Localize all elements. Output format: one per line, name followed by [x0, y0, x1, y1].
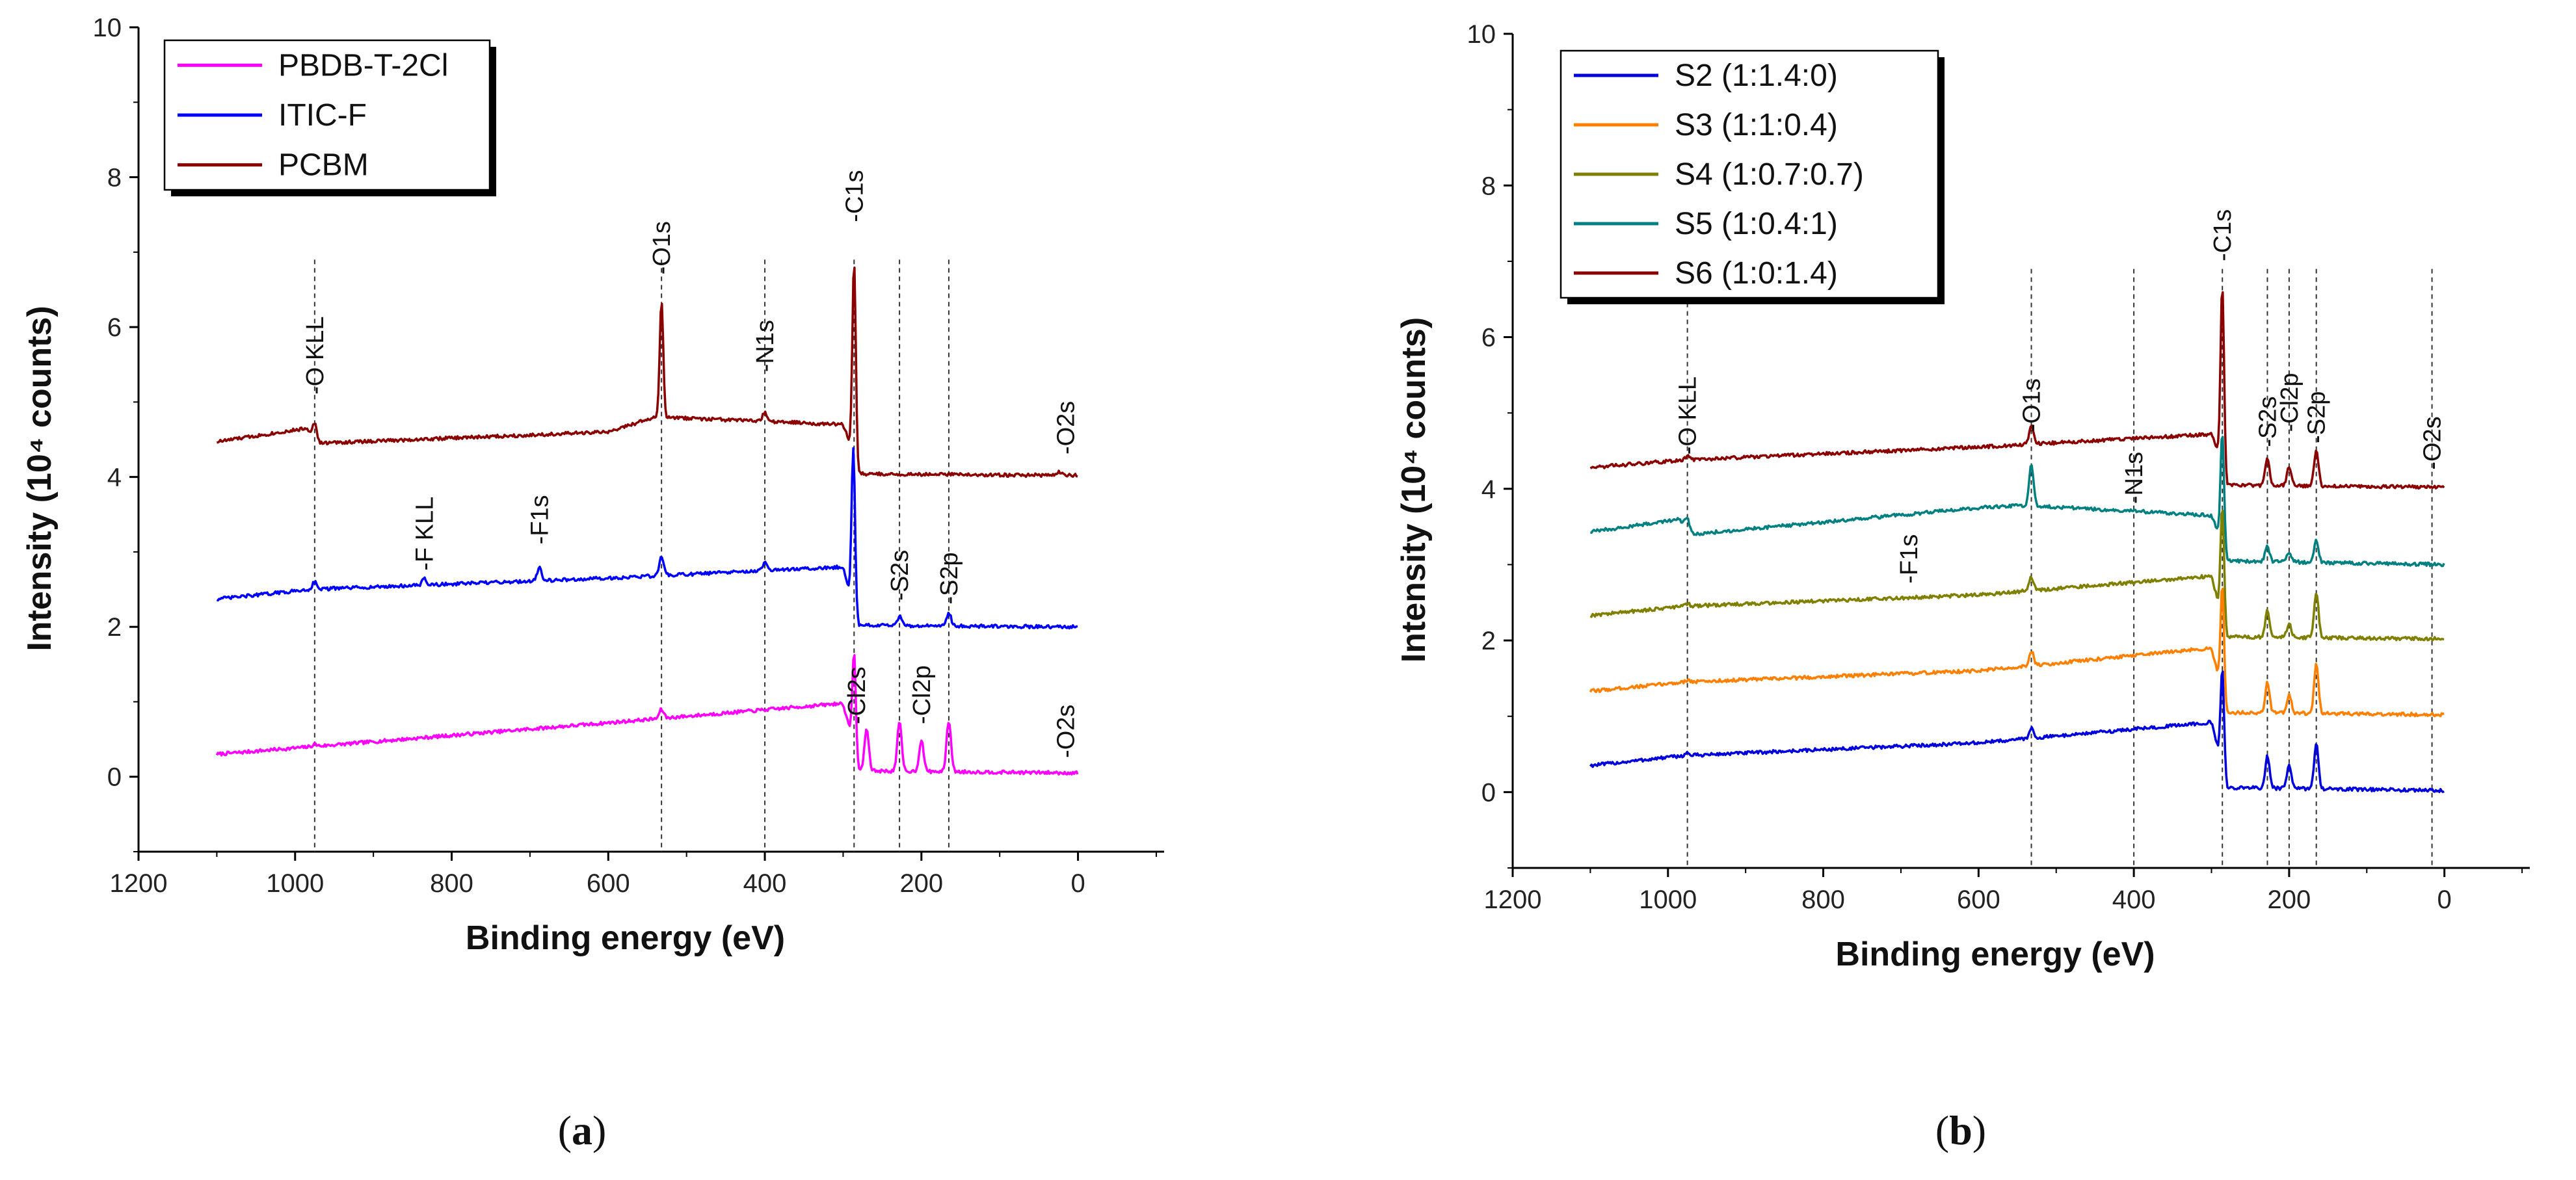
peak-annotation-label: -C1s: [2209, 209, 2237, 261]
chart-panel-b: 0 2 4 6 8 10 1200 1000 800 600 400 200 0 Binding ener…: [1395, 20, 2530, 1153]
x-tick-label: 800: [430, 869, 473, 898]
x-tick-label: 0: [2437, 885, 2452, 914]
legend-label: ITIC-F: [278, 98, 367, 133]
y-tick-label: 0: [107, 763, 122, 792]
series-line-s4-1-0-7-0-7: [1589, 509, 2445, 642]
series-line-pbdb-t-2cl: [215, 654, 1079, 776]
peak-annotation-label: -N1s: [752, 320, 779, 372]
series-line-s5-1-0-4-1: [1590, 436, 2445, 568]
y-tick-label: 10: [93, 14, 122, 42]
x-tick-label: 0: [1070, 869, 1085, 898]
series-line-s2-1-1-4-0: [1589, 670, 2445, 793]
x-tick-label: 1200: [110, 869, 168, 898]
series-line-pcbm: [217, 267, 1078, 479]
peak-annotation-label: -O2s: [1052, 705, 1080, 758]
peak-annotation-label: -Cl2p: [909, 665, 936, 724]
x-tick-label: 1000: [266, 869, 324, 898]
x-tick-label: 800: [1801, 885, 1845, 914]
chart-panel-a: 0 2 4 6 8 10 1200 1000 800 600 400 200 0 Binding ener…: [21, 14, 1164, 1153]
peak-annotation-label: -O1s: [2019, 378, 2046, 432]
peak-annotation-label: -Cl2p: [2276, 373, 2304, 432]
legend-label: S5 (1:0.4:1): [1675, 207, 1838, 241]
peak-annotation-label: -F1s: [526, 495, 553, 544]
y-tick-label: 2: [1481, 627, 1496, 655]
x-tick-label: 1000: [1639, 885, 1697, 914]
peak-annotation-label: -S2p: [2304, 391, 2331, 443]
peak-annotation-label: -O KLL: [302, 316, 329, 394]
legend-label: S3 (1:1:0.4): [1675, 108, 1838, 142]
y-axis-title: Intensity (10⁴ counts): [1395, 317, 1433, 662]
series-line-itic-f: [216, 447, 1078, 630]
peak-annotation-label: -S2p: [936, 552, 963, 604]
x-tick-label: 400: [2112, 885, 2156, 914]
peak-annotation-label: -F KLL: [411, 497, 438, 571]
panel-caption: (b): [1935, 1107, 1986, 1153]
panel-caption-letter: a: [572, 1107, 592, 1153]
legend-label: S4 (1:0.7:0.7): [1675, 157, 1864, 192]
legend-label: S6 (1:0:1.4): [1675, 256, 1838, 291]
x-tick-label: 1200: [1484, 885, 1542, 914]
y-tick-label: 8: [1481, 172, 1496, 200]
x-tick-label: 400: [743, 869, 787, 898]
peak-annotation-label: -O1s: [648, 221, 676, 274]
series-line-s6-1-0-1-4: [1589, 291, 2445, 490]
x-tick-label: 200: [899, 869, 943, 898]
peak-annotation-label: -Cl2s: [843, 666, 871, 724]
peak-annotation-label: -N1s: [2121, 452, 2148, 504]
y-tick-label: 4: [1481, 475, 1496, 504]
peak-annotation-label: -O KLL: [1675, 376, 1702, 454]
x-tick-label: 200: [2268, 885, 2311, 914]
x-tick-label: 600: [587, 869, 630, 898]
legend-label: PCBM: [278, 148, 369, 183]
panel-caption-letter: b: [1949, 1107, 1972, 1153]
peak-annotation-label: -S2s: [886, 550, 914, 601]
legend-label: S2 (1:1.4:0): [1675, 59, 1838, 93]
y-tick-label: 4: [107, 464, 122, 492]
x-tick-label: 600: [1957, 885, 2000, 914]
peak-annotation-label: -F1s: [1896, 534, 1923, 584]
legend-label: PBDB-T-2Cl: [278, 48, 448, 83]
series-line-s3-1-1-0-4: [1589, 587, 2445, 718]
panel-caption: (a): [558, 1107, 607, 1153]
peak-annotation-label: -O2s: [2419, 416, 2447, 469]
peak-annotation-label: -S2s: [2254, 397, 2281, 447]
x-axis-title: Binding energy (eV): [1835, 936, 2155, 973]
y-tick-label: 8: [107, 164, 122, 192]
y-tick-label: 6: [107, 313, 122, 342]
y-axis-title: Intensity (10⁴ counts): [21, 306, 59, 651]
y-tick-label: 6: [1481, 324, 1496, 352]
peak-annotation-label: -O2s: [1052, 401, 1080, 454]
x-axis-title: Binding energy (eV): [466, 919, 785, 957]
y-tick-label: 0: [1481, 778, 1496, 807]
peak-annotation-label: -C1s: [841, 170, 868, 222]
y-tick-label: 10: [1467, 20, 1496, 49]
y-tick-label: 2: [107, 613, 122, 642]
